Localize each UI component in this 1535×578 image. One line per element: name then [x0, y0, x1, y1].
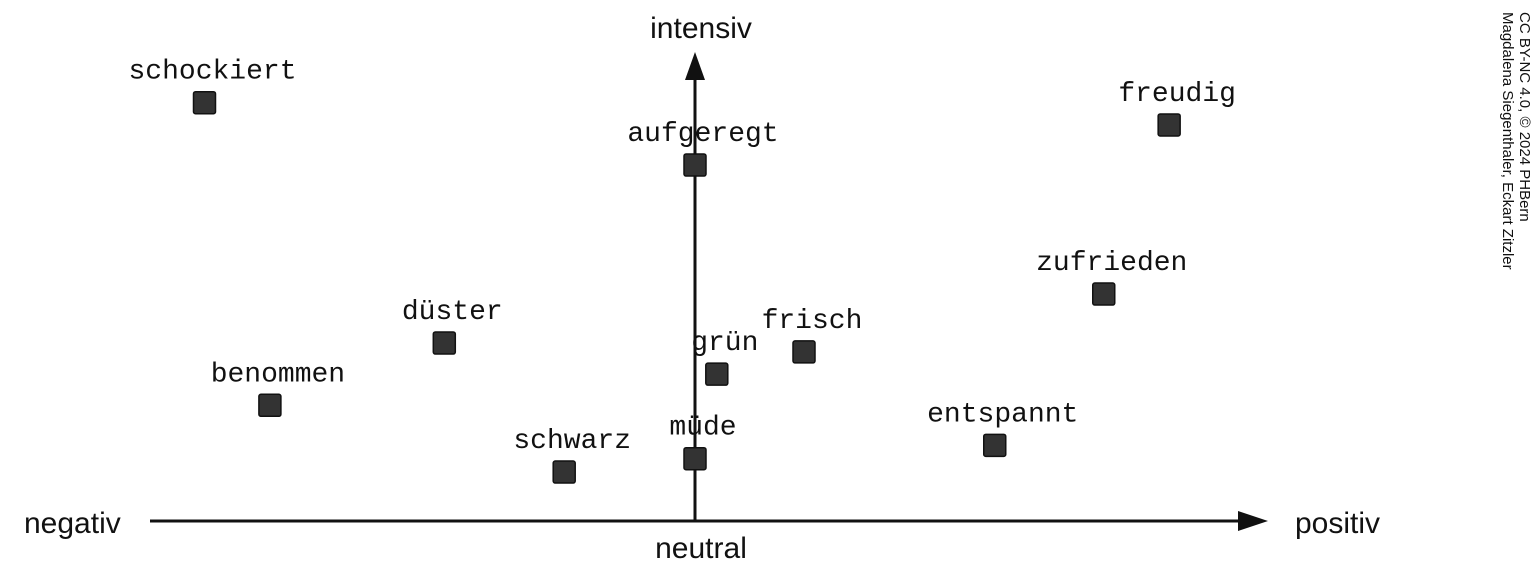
point-label: schwarz	[513, 426, 631, 457]
point-label: zufrieden	[1036, 248, 1187, 279]
x-axis-right-label: positiv	[1295, 507, 1380, 540]
point-label: aufgeregt	[627, 119, 778, 150]
credit-line-1: CC BY-NC 4.0, © 2024 PHBern	[1516, 12, 1533, 222]
x-axis-left-label: negativ	[24, 507, 121, 540]
point-marker	[432, 331, 457, 355]
point-label: schockiert	[128, 57, 296, 88]
data-points: schockiert aufgeregt freudig zufrieden düste…	[128, 57, 1236, 484]
y-axis-top-label: intensiv	[650, 12, 752, 45]
point-marker	[983, 433, 1007, 458]
point-marker	[192, 90, 217, 115]
point-marker	[1157, 113, 1181, 137]
point-label: düster	[402, 297, 503, 328]
point-marker	[683, 446, 707, 471]
point-label: freudig	[1118, 79, 1236, 110]
point-marker	[683, 153, 707, 177]
credit-line-2: Magdalena Siegenthaler, Eckart Zitzler	[1499, 12, 1516, 270]
point-marker	[792, 340, 816, 364]
point-marker	[705, 362, 729, 386]
point-label: frisch	[762, 306, 863, 337]
point-marker	[258, 393, 282, 418]
x-axis-center-label: neutral	[655, 532, 747, 565]
point-marker	[552, 460, 576, 484]
point-marker	[1092, 282, 1116, 306]
y-axis-arrowhead	[685, 52, 705, 80]
x-axis-arrowhead	[1238, 511, 1268, 531]
point-label: benommen	[211, 359, 345, 390]
point-label: grün	[691, 328, 758, 359]
credit-block: CC BY-NC 4.0, © 2024 PHBern Magdalena Si…	[1499, 12, 1533, 270]
point-label: müde	[669, 413, 736, 444]
point-label: entspannt	[927, 399, 1078, 430]
